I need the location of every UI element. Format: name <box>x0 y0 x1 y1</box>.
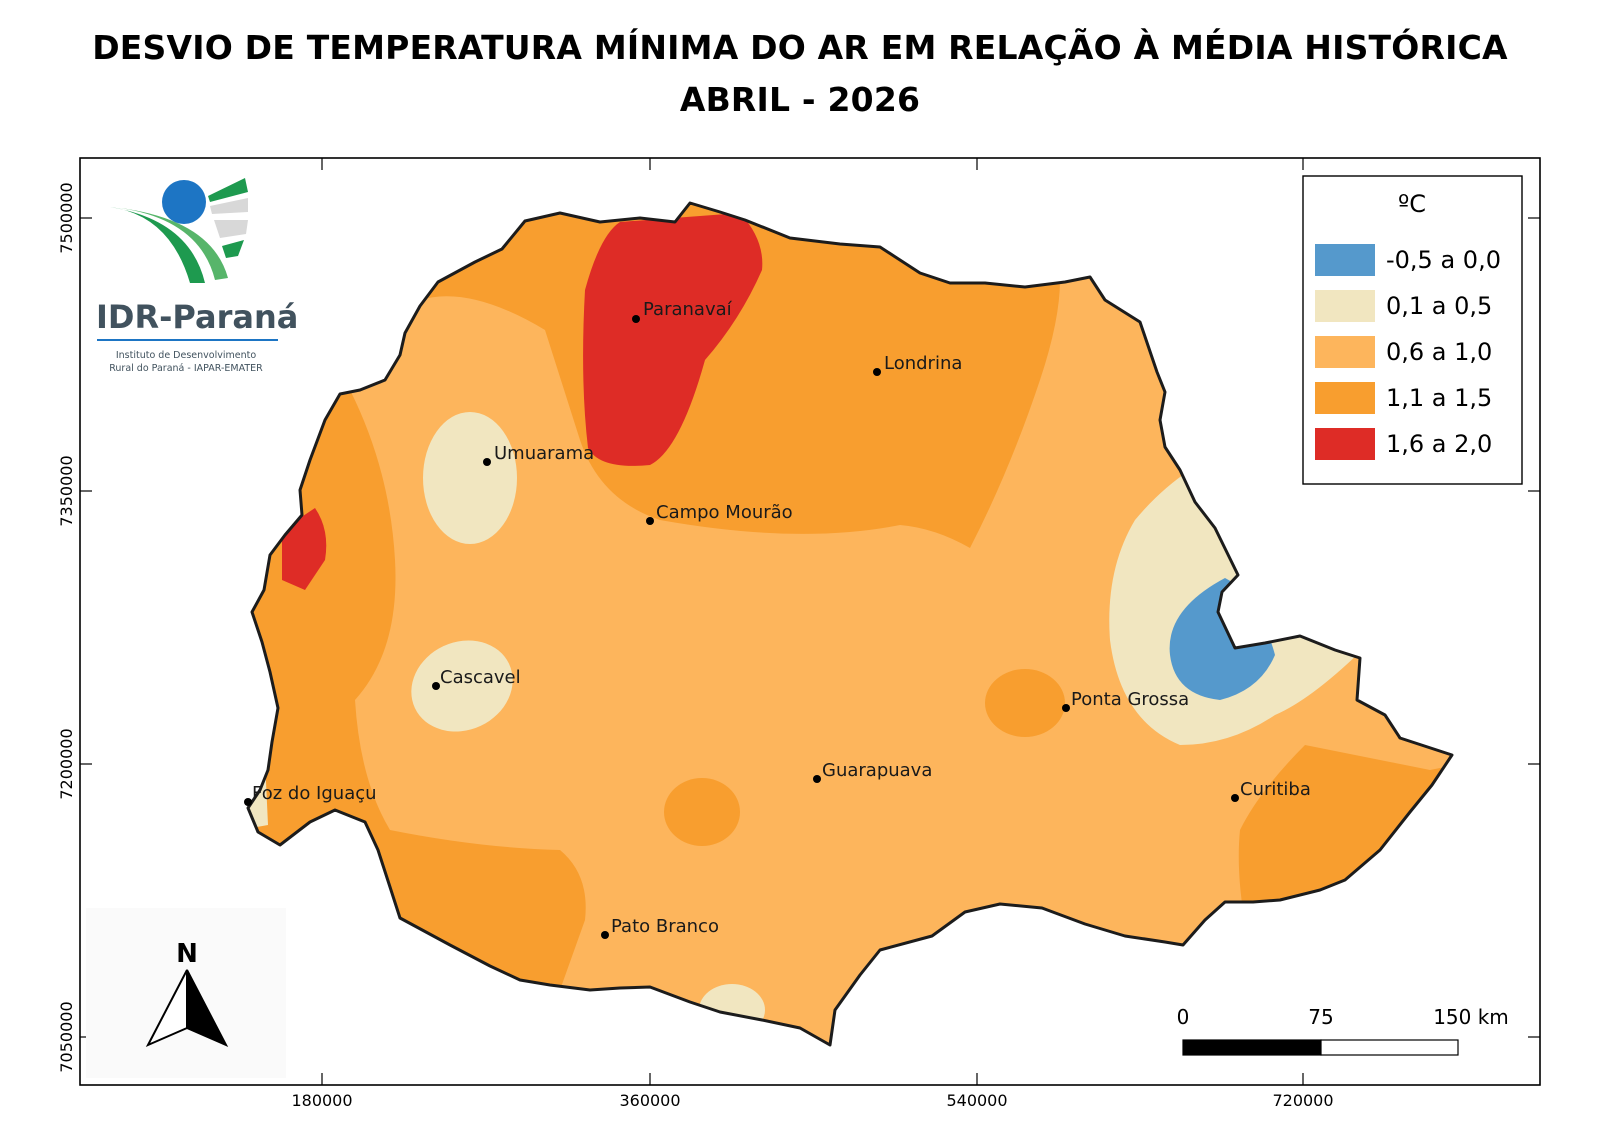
north-label: N <box>176 939 198 969</box>
city-label: Umuarama <box>494 443 594 464</box>
city-marker <box>1062 704 1070 712</box>
city-foz-do-iguacu: Foz do Iguaçu <box>244 783 377 806</box>
logo-swoosh-green <box>110 207 205 283</box>
legend-swatch <box>1315 336 1375 368</box>
axis-ticks <box>80 158 1540 1085</box>
city-guarapuava: Guarapuava <box>813 760 932 783</box>
zone-1-1-to-1-5-ponta-grossa <box>985 669 1065 737</box>
city-marker <box>646 517 654 525</box>
y-tick-label: 7500000 <box>57 182 76 253</box>
x-tick-label: 180000 <box>291 1091 352 1110</box>
logo-subtitle: Instituto de Desenvolvimento <box>116 350 256 361</box>
y-tick-label: 7050000 <box>57 1001 76 1072</box>
legend-swatch <box>1315 290 1375 322</box>
zone-0-1-to-0-5-umuarama <box>423 412 517 544</box>
legend-unit: ºC <box>1398 190 1426 218</box>
logo-ray-green <box>222 240 244 258</box>
map-frame <box>79 157 1541 1086</box>
city-pato-branco: Pato Branco <box>601 916 719 939</box>
logo-ray-gray <box>214 220 248 238</box>
logo-subtitle: Rural do Paraná - IAPAR-EMATER <box>109 363 263 374</box>
city-label: Foz do Iguaçu <box>252 783 377 804</box>
city-ponta-grossa: Ponta Grossa <box>1062 689 1189 712</box>
legend-swatch <box>1315 244 1375 276</box>
city-label: Londrina <box>884 353 962 374</box>
city-marker <box>483 458 491 466</box>
legend-swatch <box>1315 382 1375 414</box>
city-label: Ponta Grossa <box>1071 689 1189 710</box>
logo-ray-gray <box>210 198 248 214</box>
city-label: Curitiba <box>1240 779 1311 800</box>
y-tick-label: 7350000 <box>57 455 76 526</box>
zone-1-6-to-2-0-paranavai <box>583 213 763 466</box>
legend-label: 1,6 a 2,0 <box>1386 430 1492 458</box>
legend-label: 0,6 a 1,0 <box>1386 338 1492 366</box>
scale-label: 150 km <box>1433 1005 1509 1029</box>
y-tick-label: 7200000 <box>57 728 76 799</box>
scale-label: 75 <box>1308 1005 1333 1029</box>
city-marker <box>432 682 440 690</box>
city-label: Paranavaí <box>643 299 733 320</box>
legend-label: 1,1 a 1,5 <box>1386 384 1492 412</box>
legend-label: -0,5 a 0,0 <box>1386 246 1501 274</box>
x-tick-label: 540000 <box>946 1091 1007 1110</box>
city-marker <box>244 798 252 806</box>
city-marker <box>873 368 881 376</box>
city-curitiba: Curitiba <box>1231 779 1311 802</box>
city-marker <box>813 775 821 783</box>
x-tick-label: 360000 <box>619 1091 680 1110</box>
x-tick-label: 720000 <box>1272 1091 1333 1110</box>
scale-label: 0 <box>1177 1005 1190 1029</box>
zone-1-6-to-2-0-west <box>282 508 327 590</box>
north-arrow: N <box>86 908 286 1078</box>
idr-parana-logo: IDR-Paraná Instituto de Desenvolvimento … <box>96 178 298 374</box>
scale-segment-white <box>1320 1039 1459 1056</box>
city-paranavai: Paranavaí <box>632 299 733 323</box>
city-label: Cascavel <box>440 667 521 688</box>
logo-name: IDR-Paraná <box>96 298 298 336</box>
map-subtitle: ABRIL - 2026 <box>679 80 921 119</box>
scale-segment-black <box>1182 1039 1322 1056</box>
north-arrow-right-icon <box>186 969 229 1048</box>
scale-bar: 0 75 150 km <box>1177 1005 1509 1056</box>
legend-swatch <box>1315 428 1375 460</box>
city-label: Guarapuava <box>822 760 932 781</box>
city-marker <box>601 931 609 939</box>
city-londrina: Londrina <box>873 353 962 376</box>
logo-ray-green <box>208 178 248 202</box>
city-campo-mourao: Campo Mourão <box>646 502 793 525</box>
zone-0-1-to-0-5-cascavel <box>411 640 513 732</box>
city-umuarama: Umuarama <box>483 443 594 466</box>
logo-sphere <box>162 180 206 224</box>
city-marker <box>1231 794 1239 802</box>
zone-0-1-to-0-5-south <box>699 984 765 1036</box>
map-title: DESVIO DE TEMPERATURA MÍNIMA DO AR EM RE… <box>92 28 1508 67</box>
city-label: Pato Branco <box>611 916 719 937</box>
zone-1-1-to-1-5-guarapuava <box>664 778 740 846</box>
legend: ºC -0,5 a 0,0 0,1 a 0,5 0,6 a 1,0 1,1 a 1,5… <box>1302 175 1523 485</box>
logo-swoosh-green-light <box>120 208 228 280</box>
state-outline <box>246 201 1454 1047</box>
city-marker <box>632 315 640 323</box>
city-label: Campo Mourão <box>656 502 793 523</box>
city-cascavel: Cascavel <box>432 667 521 690</box>
legend-label: 0,1 a 0,5 <box>1386 292 1492 320</box>
